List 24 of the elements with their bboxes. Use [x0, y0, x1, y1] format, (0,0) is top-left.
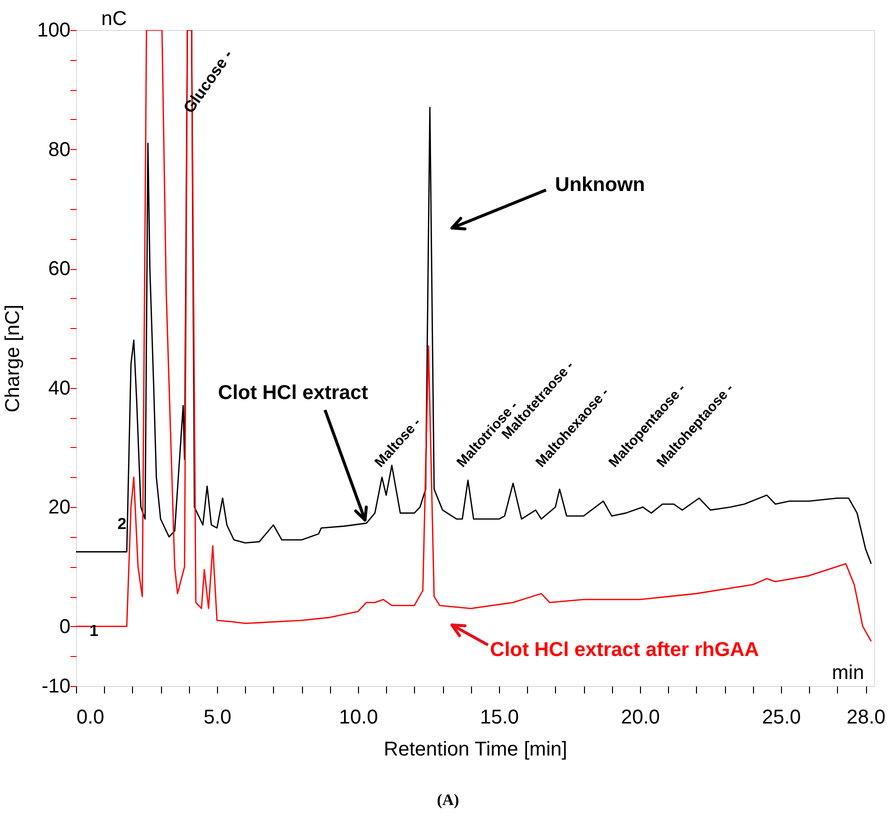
- text: nC: [101, 8, 127, 30]
- y-tick-label: 20: [48, 496, 70, 519]
- y-axis-title: Charge [nC]: [2, 304, 24, 412]
- y-tick-label: 100: [37, 20, 70, 42]
- y-tick-label: 0: [59, 616, 70, 638]
- x-tick-label: 20.0: [620, 706, 660, 728]
- x-tick-label: 25.0: [762, 706, 801, 728]
- y-tick-label: 40: [48, 377, 70, 400]
- x-tick-label: 0.0: [76, 706, 104, 728]
- x-tick-label: 5.0: [204, 706, 232, 728]
- y-tick-label: 60: [48, 258, 70, 280]
- annotation: Unknown: [555, 174, 645, 196]
- x-tick-label: 28.0: [846, 706, 886, 728]
- y-tick-label: -10: [42, 676, 70, 698]
- series-label: Clot HCl extract: [218, 382, 368, 404]
- y-tick-label: 80: [48, 138, 70, 161]
- annotation: 2: [118, 516, 127, 533]
- annotation: min: [832, 662, 864, 684]
- series-label: Clot HCl extract after rhGAA: [490, 639, 759, 661]
- text: (A): [436, 792, 460, 809]
- annotation: 1: [90, 623, 99, 640]
- x-tick-label: 15.0: [480, 706, 519, 728]
- x-axis-title: Retention Time [min]: [384, 738, 568, 760]
- x-tick-label: 10.0: [339, 706, 378, 728]
